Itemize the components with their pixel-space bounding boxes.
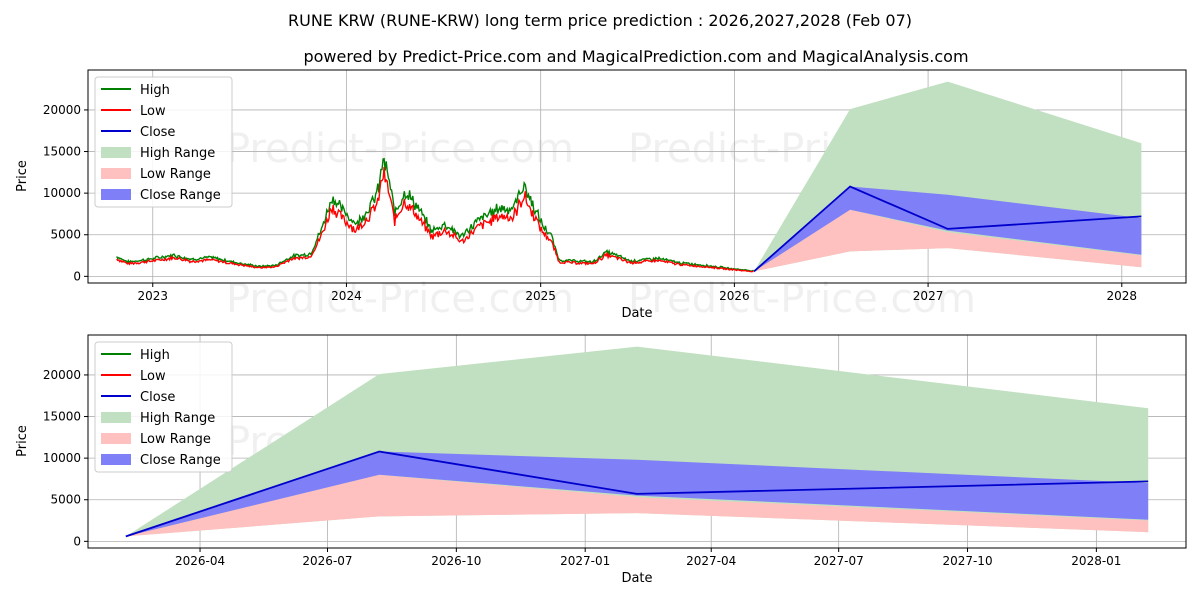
bottom-y-axis-label: Price [15, 425, 30, 457]
y-tick-label: 0 [73, 269, 81, 283]
bottom-plot-frame [87, 334, 1187, 549]
chart-subtitle: powered by Predict-Price.com and Magical… [303, 47, 968, 66]
x-tick-label: 2028 [1107, 289, 1138, 303]
x-tick-label: 2027-01 [560, 554, 610, 568]
y-tick-label: 5000 [50, 228, 81, 242]
bottom-series-lines [125, 450, 1149, 538]
x-tick-label: 2026-10 [431, 554, 481, 568]
high-history-line [116, 157, 754, 272]
x-tick-label: 2028-01 [1071, 554, 1121, 568]
bottom-x-axis-label: Date [621, 571, 652, 586]
legend-label: High [140, 83, 170, 98]
x-tick-label: 2024 [331, 289, 362, 303]
y-tick-label: 15000 [43, 145, 81, 159]
legend-swatch [101, 412, 131, 423]
legend-swatch [101, 147, 131, 158]
y-tick-label: 20000 [43, 368, 81, 382]
low-range-band [754, 209, 1142, 272]
legend-label: High [140, 348, 170, 363]
y-tick-label: 15000 [43, 410, 81, 424]
close-forecast-line [125, 450, 1149, 538]
y-tick-label: 10000 [43, 451, 81, 465]
watermark: Predict-Price.com [226, 276, 574, 322]
x-tick-label: 2026-07 [302, 554, 352, 568]
x-tick-label: 2027 [913, 289, 944, 303]
y-tick-label: 20000 [43, 103, 81, 117]
x-tick-label: 2023 [137, 289, 168, 303]
legend-swatch [101, 433, 131, 444]
bottom-legend: High Low Close High Range Low Range Close Ran… [94, 341, 233, 473]
legend-swatch [101, 454, 131, 465]
legend-label: Low [140, 369, 166, 384]
legend-label: Close Range [140, 188, 221, 203]
top-plot-frame [87, 69, 1187, 284]
y-tick-label: 5000 [50, 493, 81, 507]
low-history-line [116, 167, 754, 273]
top-panel: Predict-Price.com Predict-Price.com Pred… [15, 69, 1187, 322]
legend-label: High Range [140, 411, 215, 426]
low-range-band [125, 474, 1149, 537]
legend-label: Close [140, 125, 175, 140]
watermark: Predict-Price.com [628, 276, 976, 322]
legend-label: High Range [140, 146, 215, 161]
top-legend: High Low Close High Range Low Range Close Ran… [94, 76, 233, 208]
top-series-lines [116, 157, 1142, 273]
legend-swatch [101, 189, 131, 200]
top-y-axis-label: Price [15, 160, 30, 192]
x-tick-label: 2027-04 [686, 554, 736, 568]
legend-label: Low Range [140, 432, 211, 447]
legend-label: Close [140, 390, 175, 405]
legend-label: Low [140, 104, 166, 119]
legend-label: Close Range [140, 453, 221, 468]
legend-swatch [101, 168, 131, 179]
top-axis-ticks: 0 5000 10000 15000 20000 2023 2024 2025 2026 2027… [43, 103, 1137, 303]
y-tick-label: 0 [73, 534, 81, 548]
top-x-axis-label: Date [621, 306, 652, 321]
y-tick-label: 10000 [43, 186, 81, 200]
close-forecast-line [753, 185, 1142, 273]
bottom-axis-ticks: 0 5000 10000 15000 20000 2026-04 2026-07 2026-1… [43, 368, 1122, 568]
x-tick-label: 2026 [719, 289, 750, 303]
legend-label: Low Range [140, 167, 211, 182]
x-tick-label: 2025 [525, 289, 556, 303]
bottom-panel: Predict-Price.com Predict-Price.com 0500… [15, 334, 1187, 586]
x-tick-label: 2027-10 [942, 554, 992, 568]
x-tick-label: 2027-07 [814, 554, 864, 568]
watermark: Predict-Price.com [226, 126, 574, 172]
chart-title: RUNE KRW (RUNE-KRW) long term price pred… [288, 11, 912, 30]
x-tick-label: 2026-04 [175, 554, 225, 568]
